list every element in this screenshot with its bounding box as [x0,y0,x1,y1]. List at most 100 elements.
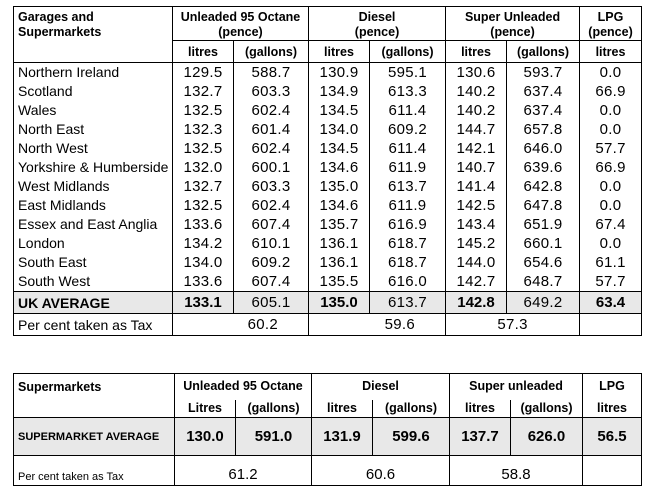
price-cell: 616.0 [368,272,447,292]
tax-label: Per cent taken as Tax [13,313,173,336]
region-name: North West [13,139,173,158]
price-cell: 651.9 [506,215,581,234]
supermarket-average-value: 130.0 [174,417,236,456]
price-cell: 660.1 [506,234,581,253]
price-cell: 647.8 [506,196,581,215]
price-cell: 130.9 [308,62,370,82]
sub-header-litres: litres [579,40,643,63]
average-value: 63.4 [579,291,643,314]
supermarkets-table: Supermarkets Unleaded 95 Octane Diesel S… [13,373,642,486]
price-cell: 654.6 [506,253,581,272]
region-name: Scotland [13,82,173,101]
price-cell: 132.5 [172,139,234,158]
supermarkets-sub-header: (gallons) [372,399,450,418]
average-value: 613.7 [368,291,447,314]
price-cell: 134.6 [308,196,370,215]
supermarket-average-value: 137.7 [449,417,511,456]
tax-value: 59.6 [307,313,447,336]
price-cell: 637.4 [506,101,581,120]
supermarket-average-label: SUPERMARKET AVERAGE [13,417,175,456]
region-name: London [13,234,173,253]
price-cell: 134.5 [308,101,370,120]
supermarket-tax-row: Per cent taken as Tax 61.2 60.6 58.8 [13,455,642,486]
region-row: South West 133.6 607.4 135.5 616.0 142.7 648.7… [13,272,643,292]
price-cell: 66.9 [579,158,643,177]
group-header-unleaded: Unleaded 95 Octane (pence) [172,6,309,41]
price-cell: 618.7 [368,234,447,253]
uk-average-row: UK AVERAGE 133.1 605.1 135.0 613.7 142.8… [13,291,643,314]
price-cell: 648.7 [506,272,581,292]
sub-header-litres: litres [445,40,508,63]
price-cell: 135.0 [308,177,370,196]
region-name: Yorkshire & Humberside [13,158,173,177]
tax-value: 57.3 [445,313,581,336]
supermarkets-sub-header: (gallons) [235,399,312,418]
region-row: Yorkshire & Humberside 132.0 600.1 134.6 611… [13,158,643,177]
sub-header-gallons: (gallons) [506,40,581,63]
price-cell: 646.0 [506,139,581,158]
region-row: London 134.2 610.1 136.1 618.7 145.2 660.1 0.0 [13,234,643,253]
region-name: Northern Ireland [13,62,173,82]
supermarket-average-row: SUPERMARKET AVERAGE 130.0 591.0 131.9 59… [13,417,642,456]
price-cell: 135.5 [308,272,370,292]
price-cell: 611.9 [368,196,447,215]
average-value: 649.2 [506,291,581,314]
supermarket-tax-label: Per cent taken as Tax [13,455,175,486]
average-value: 142.8 [445,291,508,314]
average-label: UK AVERAGE [13,291,173,314]
price-cell: 132.7 [172,82,234,101]
price-cell: 132.5 [172,196,234,215]
group-header-diesel: Diesel (pence) [307,6,447,41]
price-cell: 0.0 [579,62,643,82]
supermarkets-group-super-unleaded: Super unleaded [449,373,583,400]
price-cell: 588.7 [233,62,309,82]
supermarket-tax-value: 60.6 [311,455,450,486]
price-cell: 57.7 [579,272,643,292]
supermarkets-sub-header: Litres [174,399,236,418]
price-cell: 133.6 [172,272,234,292]
price-cell: 639.6 [506,158,581,177]
sub-header-gallons: (gallons) [368,40,447,63]
price-cell: 142.5 [445,196,508,215]
tax-value: 60.2 [172,313,309,336]
price-cell: 134.6 [308,158,370,177]
region-name: Essex and East Anglia [13,215,173,234]
price-cell: 67.4 [579,215,643,234]
price-cell: 143.4 [445,215,508,234]
price-cell: 613.7 [368,177,447,196]
price-cell: 616.9 [368,215,447,234]
region-row: South East 134.0 609.2 136.1 618.7 144.0 654.6… [13,253,643,272]
price-cell: 134.9 [308,82,370,101]
region-row: Scotland 132.7 603.3 134.9 613.3 140.2 637.4 66… [13,82,643,101]
supermarkets-group-lpg: LPG [582,373,642,400]
price-cell: 136.1 [308,253,370,272]
sub-header-gallons: (gallons) [233,40,309,63]
supermarket-tax-value: 58.8 [449,455,583,486]
price-cell: 135.7 [308,215,370,234]
price-cell: 144.0 [445,253,508,272]
supermarket-tax-value: 61.2 [174,455,312,486]
supermarkets-sub-header: (gallons) [510,399,583,418]
price-cell: 61.1 [579,253,643,272]
price-cell: 611.4 [368,139,447,158]
region-row: Essex and East Anglia 133.6 607.4 135.7 616.… [13,215,643,234]
region-row: Wales 132.5 602.4 134.5 611.4 140.2 637.4 0.0 [13,101,643,120]
price-cell: 602.4 [233,196,309,215]
supermarkets-group-unleaded: Unleaded 95 Octane [174,373,312,400]
price-cell: 637.4 [506,82,581,101]
price-cell: 134.5 [308,139,370,158]
price-cell: 132.5 [172,101,234,120]
supermarkets-sub-header: litres [311,399,373,418]
price-cell: 134.0 [308,120,370,139]
supermarkets-corner-header: Supermarkets [13,373,175,418]
price-cell: 142.1 [445,139,508,158]
price-cell: 140.2 [445,101,508,120]
group-header-lpg: LPG (pence) [579,6,643,41]
price-cell: 133.6 [172,215,234,234]
price-cell: 611.9 [368,158,447,177]
price-cell: 607.4 [233,272,309,292]
supermarket-average-value: 599.6 [372,417,450,456]
price-cell: 618.7 [368,253,447,272]
supermarket-average-value: 591.0 [235,417,312,456]
supermarket-average-value: 626.0 [510,417,583,456]
